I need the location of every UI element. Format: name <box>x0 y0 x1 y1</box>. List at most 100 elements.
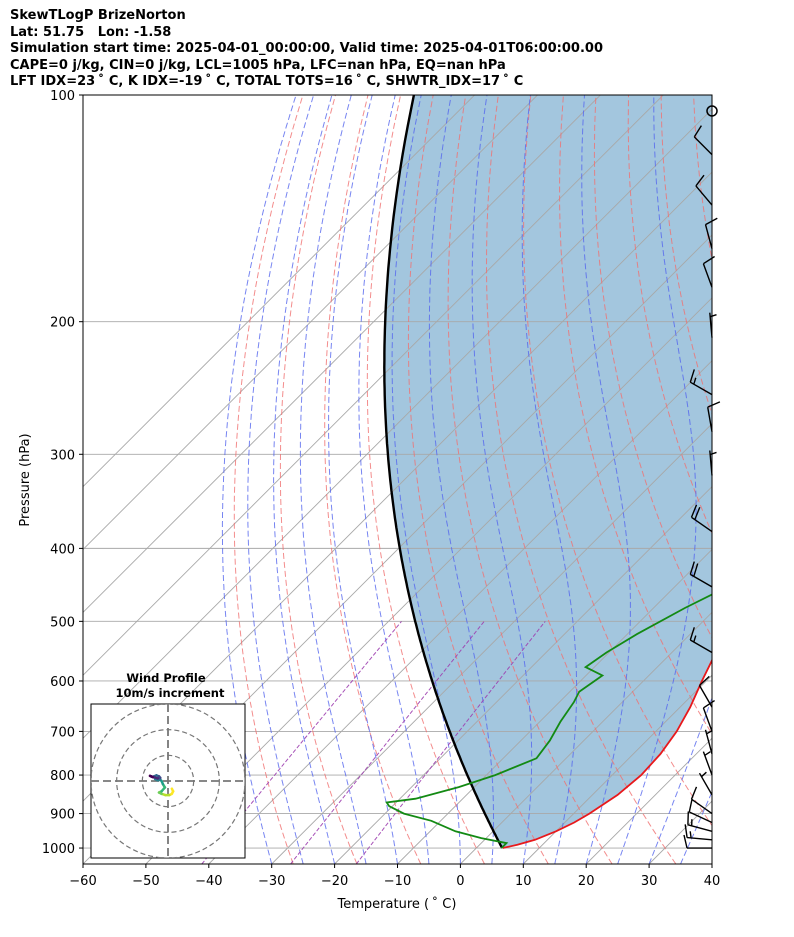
wind-barb <box>689 561 713 588</box>
moist-adiabat <box>581 95 631 864</box>
y-tick-label: 700 <box>50 725 75 740</box>
isotherm-line <box>83 95 538 551</box>
wind-barb <box>684 824 713 841</box>
isotherm-line <box>83 95 601 614</box>
moist-adiabat <box>247 95 315 864</box>
x-tick-label: 0 <box>456 874 464 889</box>
dry-adiabat <box>407 95 549 864</box>
parcel-profile-line <box>383 95 504 849</box>
moist-adiabat <box>648 696 712 864</box>
wind-barb <box>690 786 713 815</box>
dry-adiabat <box>726 95 794 864</box>
hodograph-segment <box>148 774 154 779</box>
moist-adiabat <box>680 790 712 864</box>
dry-adiabat <box>447 95 613 864</box>
x-tick-label: 10 <box>515 874 532 889</box>
moist-adiabat <box>391 95 461 864</box>
moist-adiabat <box>328 95 398 864</box>
isotherm-line <box>208 360 712 864</box>
isotherm-line <box>711 863 712 864</box>
location-line: Lat: 51.75 Lon: -1.58 <box>10 24 172 40</box>
cin-region <box>384 95 712 848</box>
wind-barb <box>707 401 721 432</box>
dry-adiabat <box>279 95 358 864</box>
moist-adiabat <box>711 862 712 864</box>
dry-adiabat <box>593 95 712 639</box>
moist-adiabat <box>221 95 297 864</box>
x-tick-label: 30 <box>641 874 658 889</box>
isotherm-line <box>334 485 712 864</box>
moist-adiabat <box>617 95 697 864</box>
x-tick-label: 40 <box>704 874 721 889</box>
wind-barb <box>709 450 717 476</box>
wind-barb <box>698 771 713 796</box>
stability-params-line: CAPE=0 j/kg, CIN=0 j/kg, LCL=1005 hPa, L… <box>10 57 506 73</box>
wind-barb <box>688 798 713 824</box>
isotherm-line <box>83 95 475 488</box>
chart-title: SkewTLogP BrizeNorton <box>10 8 186 23</box>
wind-barb <box>690 504 713 533</box>
moist-adiabat <box>428 95 494 864</box>
hodograph-inset: Wind Profile 10m/s increment <box>90 671 246 859</box>
wind-barbs <box>683 105 721 849</box>
wind-barb <box>693 125 713 156</box>
temperature-profile-line <box>502 658 712 849</box>
dry-adiabat <box>233 95 304 864</box>
cape-shading <box>384 95 712 848</box>
calm-wind-marker <box>706 105 718 117</box>
moist-adiabat <box>471 95 533 864</box>
isotherm-line <box>460 611 712 864</box>
wind-barb <box>689 627 713 654</box>
isotherm-line <box>83 108 712 739</box>
wind-barb <box>704 729 713 755</box>
x-tick-label: −10 <box>384 874 411 889</box>
x-axis-label: Temperature ( ˚ C) <box>337 896 457 912</box>
y-tick-label: 800 <box>50 769 75 784</box>
dry-adiabat <box>660 95 712 416</box>
moist-adiabat <box>273 95 336 864</box>
isotherm-line <box>522 674 712 864</box>
y-tick-label: 900 <box>50 808 75 823</box>
wind-barb <box>687 811 713 832</box>
dry-adiabat <box>485 95 677 864</box>
y-tick-label: 300 <box>50 448 75 463</box>
dry-adiabat <box>559 95 712 735</box>
dry-adiabat <box>627 95 712 535</box>
x-tick-label: −60 <box>69 874 96 889</box>
wind-barb <box>709 312 717 338</box>
wind-barb <box>702 751 713 776</box>
wind-barb <box>704 217 718 249</box>
time-line: Simulation start time: 2025-04-01_00:00:… <box>10 41 603 57</box>
isotherm-line <box>271 423 712 864</box>
x-tick-label: −50 <box>132 874 159 889</box>
hodograph-plot <box>91 704 245 858</box>
dewpoint-profile-line <box>385 593 712 849</box>
chart-header: SkewTLogP BrizeNorton Lat: 51.75 Lon: -1… <box>10 8 603 91</box>
x-tick-label: 20 <box>578 874 595 889</box>
wind-barb <box>683 834 713 849</box>
dry-adiabat <box>366 95 485 864</box>
wind-barb <box>702 700 715 732</box>
y-tick-label: 500 <box>50 615 75 630</box>
mixing-ratio-line <box>355 621 546 864</box>
wind-barb <box>695 174 713 206</box>
isotherm-line <box>397 548 712 864</box>
wind-barb <box>702 255 715 288</box>
isotherm-line <box>83 95 664 676</box>
profile-lines <box>383 95 712 849</box>
isotherm-line <box>145 297 712 864</box>
y-tick-label: 200 <box>50 316 75 331</box>
y-tick-label: 1000 <box>42 842 75 857</box>
y-axis-label: Pressure (hPa) <box>18 433 33 526</box>
wind-barb <box>689 369 713 396</box>
x-tick-label: −30 <box>258 874 285 889</box>
x-tick-label: −40 <box>195 874 222 889</box>
x-tick-label: −20 <box>321 874 348 889</box>
stability-indices-line: LFT IDX=23 ˚ C, K IDX=-19 ˚ C, TOTAL TOT… <box>10 74 524 90</box>
dry-adiabat <box>759 95 794 864</box>
mixing-ratio-line <box>290 621 485 864</box>
moist-adiabat <box>299 95 367 864</box>
y-tick-label: 100 <box>50 89 75 104</box>
moist-adiabat <box>358 95 430 864</box>
